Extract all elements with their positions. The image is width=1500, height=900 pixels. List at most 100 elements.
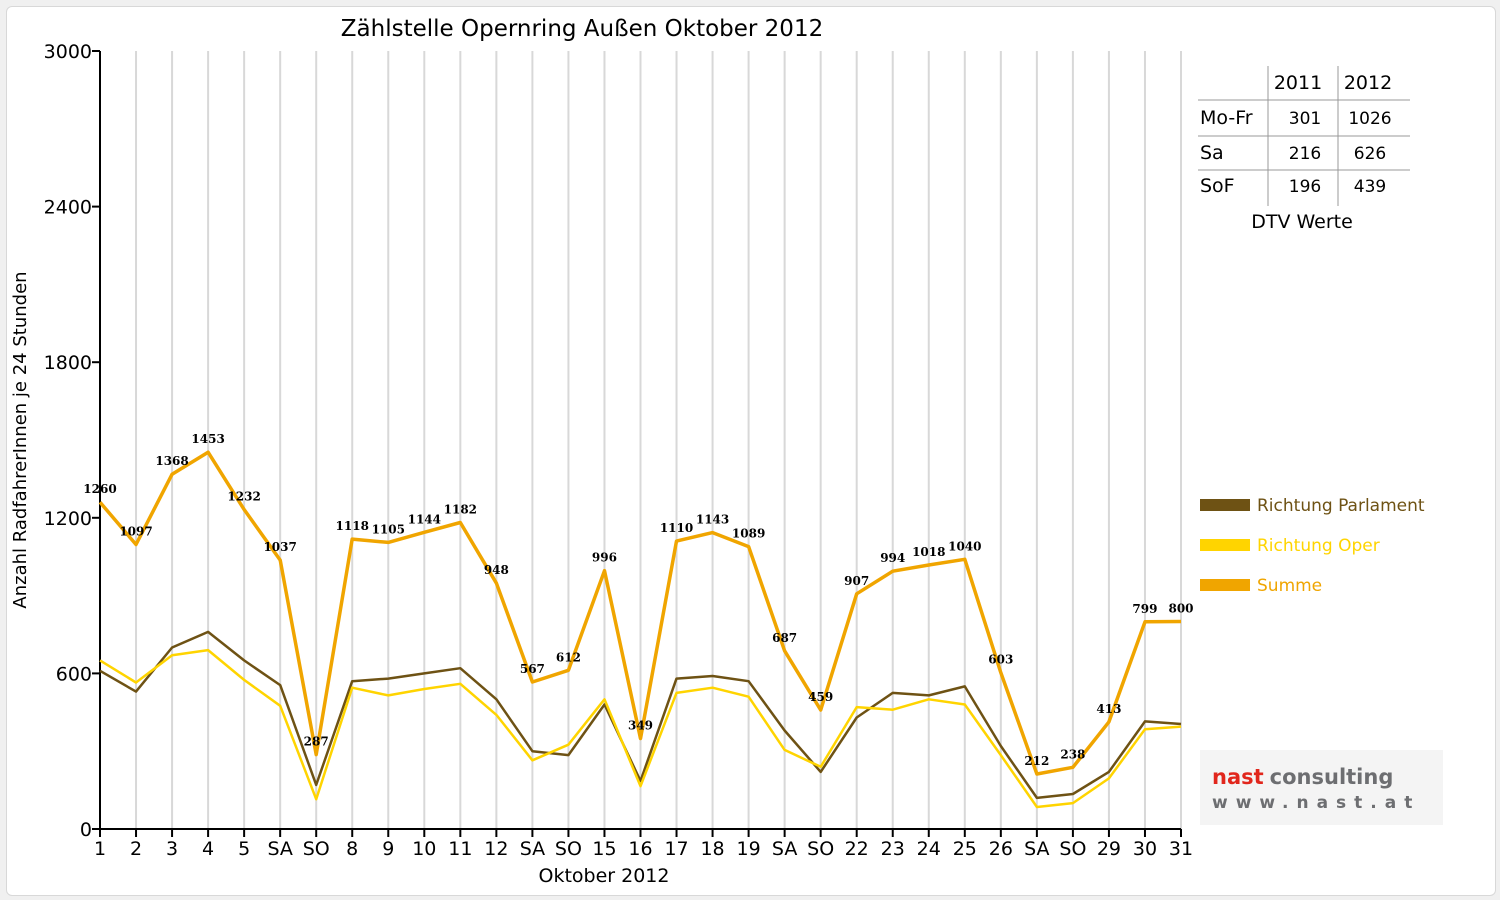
table-row-label: SoF xyxy=(1200,175,1235,197)
data-label: 349 xyxy=(628,718,653,732)
table-cell: 439 xyxy=(1354,177,1386,197)
y-tick-label: 0 xyxy=(80,819,92,841)
x-tick-label: SA xyxy=(1024,838,1049,860)
legend-label-oper: Richtung Oper xyxy=(1257,536,1380,556)
data-label: 1453 xyxy=(191,432,224,446)
x-tick-label: 30 xyxy=(1133,838,1157,860)
x-tick-label: SO xyxy=(555,838,582,860)
data-label: 1118 xyxy=(336,519,369,533)
data-label: 603 xyxy=(988,653,1013,667)
x-tick-label: 5 xyxy=(238,838,250,860)
legend-label-summe: Summe xyxy=(1257,576,1322,596)
data-label: 1368 xyxy=(155,454,188,468)
data-label: 612 xyxy=(556,650,581,664)
data-label: 1182 xyxy=(444,502,477,516)
table-cell: 196 xyxy=(1289,177,1321,197)
y-tick-label: 3000 xyxy=(44,41,92,63)
x-tick-label: 3 xyxy=(166,838,178,860)
logo-text: nast consulting xyxy=(1212,765,1393,789)
x-tick-label: 10 xyxy=(412,838,436,860)
data-label: 238 xyxy=(1060,747,1085,761)
chart-title: Zählstelle Opernring Außen Oktober 2012 xyxy=(341,16,823,42)
logo-url: www.nast.at xyxy=(1212,793,1420,813)
data-label: 1110 xyxy=(660,521,693,535)
data-label: 994 xyxy=(880,551,905,565)
data-label: 1089 xyxy=(732,527,765,541)
data-label: 1144 xyxy=(408,512,441,526)
table-cell: 216 xyxy=(1289,144,1321,164)
x-tick-label: SA xyxy=(520,838,545,860)
data-label: 948 xyxy=(484,563,509,577)
table-row-label: Mo-Fr xyxy=(1200,107,1253,129)
x-tick-label: 11 xyxy=(448,838,472,860)
x-tick-label: 23 xyxy=(881,838,905,860)
x-tick-label: 25 xyxy=(953,838,977,860)
x-tick-label: SA xyxy=(267,838,292,860)
chart-frame xyxy=(6,6,1496,896)
series-line-summe xyxy=(98,450,1182,776)
data-label: 1037 xyxy=(263,540,296,554)
data-label: 907 xyxy=(844,574,869,588)
data-label: 1097 xyxy=(119,525,152,539)
legend: Richtung Parlament Richtung Oper Summe xyxy=(1200,496,1425,596)
logo-background xyxy=(1200,750,1443,825)
legend-swatch-summe xyxy=(1200,579,1250,591)
x-tick-label: 15 xyxy=(592,838,616,860)
data-label: 1040 xyxy=(948,539,981,553)
x-tick-label: 4 xyxy=(202,838,214,860)
x-tick-label: 24 xyxy=(917,838,941,860)
series-line-oper xyxy=(99,648,1182,809)
x-tick-label: 22 xyxy=(845,838,869,860)
data-label: 567 xyxy=(520,662,545,676)
x-tick-label: 2 xyxy=(130,838,142,860)
y-tick-label: 2400 xyxy=(44,197,92,219)
x-tick-label: SA xyxy=(772,838,797,860)
x-tick-label: 8 xyxy=(346,838,358,860)
table-caption: DTV Werte xyxy=(1251,211,1353,233)
data-label: 1143 xyxy=(696,513,729,527)
series-line-parlament xyxy=(99,630,1182,800)
table-row-label: Sa xyxy=(1200,142,1224,164)
legend-label-parlament: Richtung Parlament xyxy=(1257,496,1425,516)
dtv-table: 2011 2012 Mo-Fr 301 1026 Sa 216 626 SoF … xyxy=(1198,66,1410,233)
x-tick-label: 19 xyxy=(737,838,761,860)
x-tick-label: SO xyxy=(807,838,834,860)
legend-swatch-oper xyxy=(1200,539,1250,551)
y-tick-label: 1200 xyxy=(44,508,92,530)
data-label: 800 xyxy=(1168,602,1193,616)
data-label: 687 xyxy=(772,631,797,645)
series-lines xyxy=(98,450,1182,809)
x-tick-label: 18 xyxy=(700,838,724,860)
data-label: 1105 xyxy=(372,522,405,536)
table-cell: 1026 xyxy=(1348,109,1391,129)
nast-consulting-logo: nast consulting www.nast.at xyxy=(1200,750,1443,825)
x-tick-label: 1 xyxy=(94,838,106,860)
table-cell: 301 xyxy=(1289,109,1321,129)
x-tick-label: 26 xyxy=(989,838,1013,860)
x-tick-label: 16 xyxy=(628,838,652,860)
table-cell: 626 xyxy=(1354,144,1386,164)
x-tick-label: 29 xyxy=(1097,838,1121,860)
grid-lines xyxy=(135,51,1182,829)
y-tick-label: 1800 xyxy=(44,352,92,374)
table-col-2011: 2011 xyxy=(1274,72,1322,94)
data-label: 1018 xyxy=(912,545,945,559)
data-label: 287 xyxy=(304,735,329,749)
data-label: 1232 xyxy=(227,490,260,504)
data-label: 212 xyxy=(1024,754,1049,768)
data-label: 459 xyxy=(808,690,833,704)
table-col-2012: 2012 xyxy=(1344,72,1392,94)
data-label: 996 xyxy=(592,551,617,565)
x-tick-label: SO xyxy=(303,838,330,860)
data-label: 413 xyxy=(1096,702,1121,716)
data-label: 799 xyxy=(1132,602,1157,616)
x-tick-label: SO xyxy=(1059,838,1086,860)
y-axis-label: Anzahl RadfahrerInnen je 24 Stunden xyxy=(10,271,31,608)
x-axis-label: Oktober 2012 xyxy=(539,865,670,887)
x-tick-label: 31 xyxy=(1169,838,1193,860)
legend-swatch-parlament xyxy=(1200,499,1250,511)
data-label: 1260 xyxy=(83,482,116,496)
